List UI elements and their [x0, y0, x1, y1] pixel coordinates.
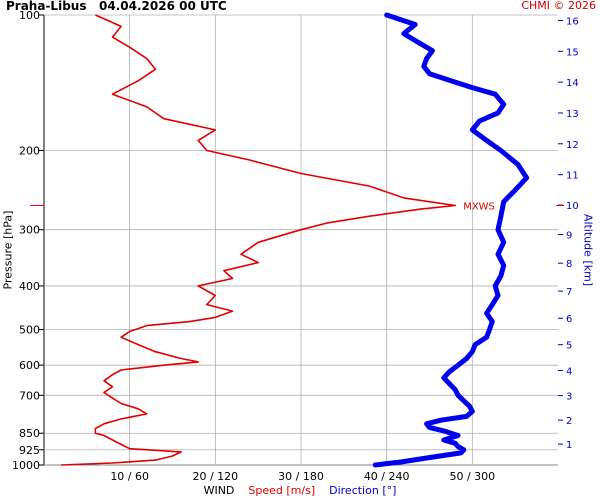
- pressure-tick-label: 500: [19, 324, 40, 337]
- pressure-tick-label: 850: [19, 427, 40, 440]
- wind-tick-label: 40 / 240: [364, 470, 410, 483]
- pressure-tick-label: 300: [19, 224, 40, 237]
- wind-tick-label: 20 / 120: [192, 470, 238, 483]
- altitude-tick-label: 5: [566, 341, 572, 352]
- speed-series: [61, 14, 457, 466]
- pressure-tick-label: 925: [19, 444, 40, 457]
- altitude-tick-label: 16: [566, 17, 579, 28]
- altitude-tick-label: 11: [566, 171, 579, 182]
- pressure-tick-label: 700: [19, 389, 40, 402]
- wind-tick-label: 30 / 180: [278, 470, 324, 483]
- altitude-tick-label: 12: [566, 140, 579, 151]
- wind-tick-label: 10 / 60: [110, 470, 149, 483]
- direction-profile-line: [372, 12, 530, 468]
- pressure-axis-label: Pressure [hPa]: [1, 210, 15, 290]
- altitude-tick-label: 14: [566, 78, 579, 89]
- direction-label: Direction [°]: [329, 484, 397, 497]
- altitude-tick-label: 15: [566, 47, 579, 58]
- altitude-tick-label: 8: [566, 259, 572, 270]
- sounding-datetime: 04.04.2026 00 UTC: [99, 0, 227, 13]
- direction-series: [372, 12, 530, 468]
- max-wind-label: MXWS: [463, 201, 495, 212]
- credit-text: CHMI © 2026: [521, 0, 596, 12]
- annotation-layer: MXWS: [30, 201, 564, 212]
- speed-profile-line: [61, 14, 457, 466]
- altitude-axis-label: Altitude [km]: [581, 213, 595, 287]
- grid-layer: [39, 14, 563, 466]
- altitude-tick-label: 13: [566, 109, 579, 120]
- altitude-tick-label: 7: [566, 287, 572, 298]
- speed-label: Speed [m/s]: [248, 484, 316, 497]
- wind-axis-label: WIND Speed [m/s] Direction [°]: [0, 484, 600, 497]
- pressure-tick-label: 200: [19, 144, 40, 157]
- altitude-tick-label: 4: [566, 366, 572, 377]
- altitude-tick-label: 9: [566, 231, 572, 242]
- wind-label: WIND: [203, 484, 235, 497]
- pressure-tick-label: 600: [19, 359, 40, 372]
- station-name: Praha-Libus: [6, 0, 87, 13]
- altitude-tick-label: 10: [566, 201, 579, 212]
- pressure-tick-label: 1000: [12, 459, 40, 472]
- altitude-tick-label: 6: [566, 314, 572, 325]
- pressure-tick-label: 400: [19, 280, 40, 293]
- altitude-tick-label: 1: [566, 440, 572, 451]
- altitude-tick-label: 3: [566, 392, 572, 403]
- altitude-tick-label: 2: [566, 416, 572, 427]
- wind-tick-label: 50 / 300: [449, 470, 495, 483]
- chart-title: Praha-Libus 04.04.2026 00 UTC: [6, 0, 227, 13]
- pressure-tick-label: 100: [19, 9, 40, 22]
